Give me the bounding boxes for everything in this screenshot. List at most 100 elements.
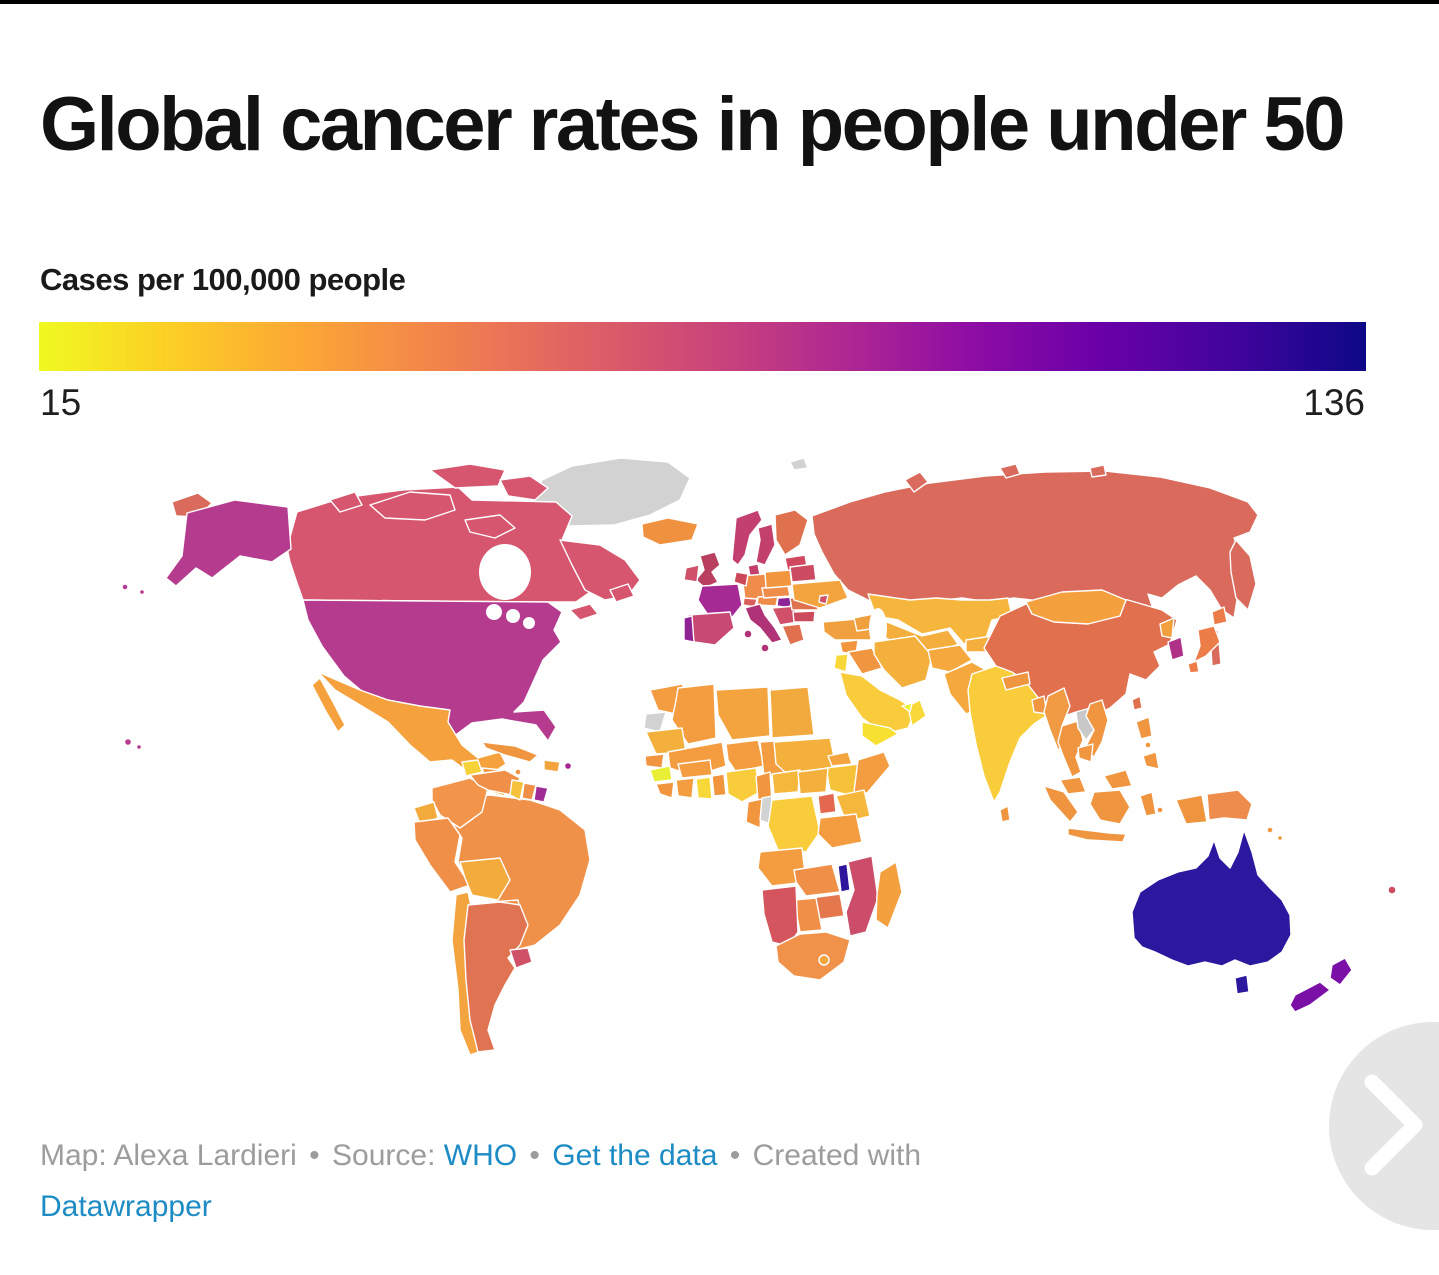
country-japan[interactable]: [1193, 625, 1221, 663]
country-mexico[interactable]: [311, 677, 346, 733]
get-the-data-link[interactable]: Get the data: [552, 1139, 718, 1172]
country-bulgaria[interactable]: [792, 610, 816, 623]
country-madagascar[interactable]: [875, 861, 903, 929]
country-burkina-faso[interactable]: [677, 759, 713, 779]
country-lesotho[interactable]: [818, 954, 830, 966]
country-south-sudan[interactable]: [797, 767, 829, 795]
country-egypt[interactable]: [769, 686, 815, 739]
country-japan[interactable]: [1187, 660, 1200, 674]
country-indonesia[interactable]: [1175, 794, 1208, 825]
country-ireland[interactable]: [683, 564, 700, 583]
country-indonesia[interactable]: [1067, 827, 1127, 843]
country-brazil[interactable]: [444, 794, 591, 951]
country-malaysia[interactable]: [1059, 776, 1087, 795]
country-philippines[interactable]: [1135, 716, 1153, 740]
country-greenland[interactable]: [789, 457, 809, 471]
country-uruguay[interactable]: [509, 947, 533, 969]
country-greece[interactable]: [781, 623, 805, 646]
country-hispaniola[interactable]: [543, 759, 561, 773]
country-eritrea[interactable]: [827, 751, 853, 767]
country-drc[interactable]: [767, 795, 821, 853]
country-russia[interactable]: [904, 471, 929, 493]
country-benelux[interactable]: [733, 571, 749, 587]
country-australia-tasmania[interactable]: [1234, 974, 1250, 995]
country-car[interactable]: [771, 769, 801, 795]
country-argentina[interactable]: [463, 901, 529, 1053]
country-guyana[interactable]: [509, 779, 525, 801]
country-poland[interactable]: [764, 569, 793, 589]
country-gabon[interactable]: [745, 798, 763, 829]
country-portugal[interactable]: [683, 615, 695, 643]
country-oman[interactable]: [907, 699, 927, 727]
country-solomon[interactable]: [1276, 834, 1284, 842]
country-french-guiana[interactable]: [533, 785, 549, 803]
country-mongolia[interactable]: [1025, 589, 1127, 625]
country-guinea[interactable]: [649, 765, 673, 783]
country-vietnam[interactable]: [1083, 699, 1109, 758]
country-usa-hawaii[interactable]: [123, 737, 133, 747]
country-suriname[interactable]: [521, 782, 537, 801]
country-nepal[interactable]: [1001, 671, 1031, 691]
country-canada[interactable]: [609, 583, 635, 603]
country-uganda[interactable]: [817, 792, 837, 815]
next-button-circle[interactable]: [1329, 1022, 1439, 1230]
country-western-sahara[interactable]: [643, 711, 667, 733]
next-button[interactable]: [1329, 1022, 1439, 1230]
country-belarus[interactable]: [789, 563, 817, 583]
country-south-africa[interactable]: [775, 931, 851, 981]
country-italy-sicily[interactable]: [760, 643, 770, 653]
country-libya[interactable]: [715, 686, 771, 741]
country-papua-new-guinea[interactable]: [1206, 789, 1253, 821]
country-norway[interactable]: [731, 509, 763, 566]
country-algeria[interactable]: [671, 683, 717, 745]
country-canada[interactable]: [369, 491, 456, 521]
country-uk[interactable]: [695, 551, 721, 589]
country-north-korea[interactable]: [1159, 617, 1175, 639]
country-indonesia[interactable]: [1043, 785, 1079, 823]
country-canada[interactable]: [429, 463, 506, 489]
country-puerto-rico[interactable]: [563, 761, 573, 771]
country-niger[interactable]: [725, 739, 765, 773]
country-iran[interactable]: [873, 635, 933, 689]
country-cambodia[interactable]: [1077, 743, 1094, 763]
country-bolivia[interactable]: [459, 857, 511, 901]
country-usa-hawaii[interactable]: [135, 743, 143, 751]
country-fiji[interactable]: [1387, 885, 1397, 895]
country-south-korea[interactable]: [1167, 636, 1185, 661]
datawrapper-link[interactable]: Datawrapper: [40, 1190, 212, 1223]
country-nigeria[interactable]: [725, 767, 761, 803]
country-russia[interactable]: [1089, 464, 1107, 478]
country-kazakhstan[interactable]: [867, 593, 1013, 645]
country-italy-sardinia[interactable]: [743, 629, 753, 639]
country-mozambique[interactable]: [845, 855, 879, 937]
country-cuba[interactable]: [481, 741, 539, 763]
country-japan[interactable]: [1211, 606, 1228, 626]
country-philippines[interactable]: [1144, 741, 1152, 749]
country-togo-benin[interactable]: [711, 773, 727, 797]
country-new-zealand[interactable]: [1329, 957, 1353, 986]
country-sri-lanka[interactable]: [999, 805, 1011, 823]
country-kenya[interactable]: [835, 789, 871, 823]
country-uae[interactable]: [901, 702, 913, 713]
country-ukraine[interactable]: [791, 579, 849, 609]
country-angola[interactable]: [757, 847, 807, 887]
country-canada[interactable]: [464, 514, 516, 539]
country-usa-alaska[interactable]: [165, 499, 292, 587]
country-ecuador[interactable]: [413, 801, 439, 825]
country-yemen[interactable]: [861, 721, 899, 747]
country-philippines[interactable]: [1142, 751, 1160, 770]
country-italy[interactable]: [744, 603, 783, 644]
country-ghana[interactable]: [695, 776, 713, 800]
country-mexico[interactable]: [317, 671, 507, 777]
country-indonesia[interactable]: [1139, 791, 1157, 817]
country-finland[interactable]: [774, 509, 809, 556]
country-malawi[interactable]: [837, 863, 851, 893]
country-jamaica[interactable]: [514, 768, 522, 776]
country-solomon[interactable]: [1266, 826, 1274, 834]
country-indonesia[interactable]: [1089, 789, 1131, 825]
country-iceland[interactable]: [641, 517, 699, 546]
country-senegal[interactable]: [644, 753, 665, 769]
country-ivory-coast[interactable]: [675, 777, 695, 799]
country-canada[interactable]: [329, 491, 363, 513]
